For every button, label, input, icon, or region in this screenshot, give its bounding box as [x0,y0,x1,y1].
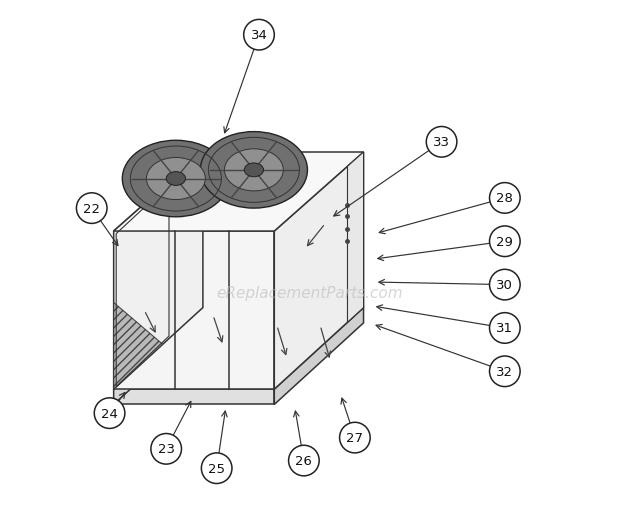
Circle shape [427,127,457,158]
Polygon shape [113,153,203,389]
Text: 34: 34 [250,29,267,42]
Circle shape [94,398,125,429]
Text: 33: 33 [433,136,450,149]
Text: 23: 23 [157,442,175,456]
Text: 30: 30 [497,278,513,292]
Ellipse shape [244,164,264,178]
Circle shape [490,227,520,257]
Circle shape [340,422,370,453]
Polygon shape [113,153,363,232]
Polygon shape [113,232,274,389]
Ellipse shape [224,150,283,191]
Text: 24: 24 [101,407,118,420]
Circle shape [76,193,107,224]
Polygon shape [274,308,363,405]
Ellipse shape [200,132,308,209]
Circle shape [202,453,232,484]
Ellipse shape [122,141,229,217]
Circle shape [288,445,319,476]
Text: 26: 26 [296,454,312,467]
Polygon shape [113,303,162,389]
Polygon shape [347,153,363,323]
Circle shape [490,183,520,214]
Text: 31: 31 [497,322,513,335]
Text: 32: 32 [497,365,513,378]
Text: 29: 29 [497,235,513,248]
Text: 28: 28 [497,192,513,205]
Polygon shape [113,308,203,405]
Polygon shape [113,389,274,405]
Circle shape [244,20,274,51]
Text: 27: 27 [347,431,363,444]
Circle shape [490,313,520,344]
Polygon shape [274,153,363,389]
Circle shape [490,270,520,300]
Circle shape [151,434,182,464]
Ellipse shape [166,172,185,186]
Text: eReplacementParts.com: eReplacementParts.com [216,285,404,300]
Text: 25: 25 [208,462,225,475]
Circle shape [490,356,520,387]
Text: 22: 22 [83,202,100,215]
Ellipse shape [146,158,205,200]
